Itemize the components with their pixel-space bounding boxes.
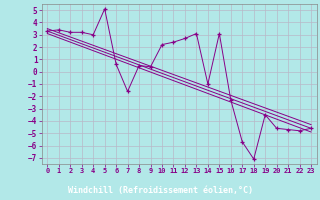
- Text: Windchill (Refroidissement éolien,°C): Windchill (Refroidissement éolien,°C): [68, 186, 252, 196]
